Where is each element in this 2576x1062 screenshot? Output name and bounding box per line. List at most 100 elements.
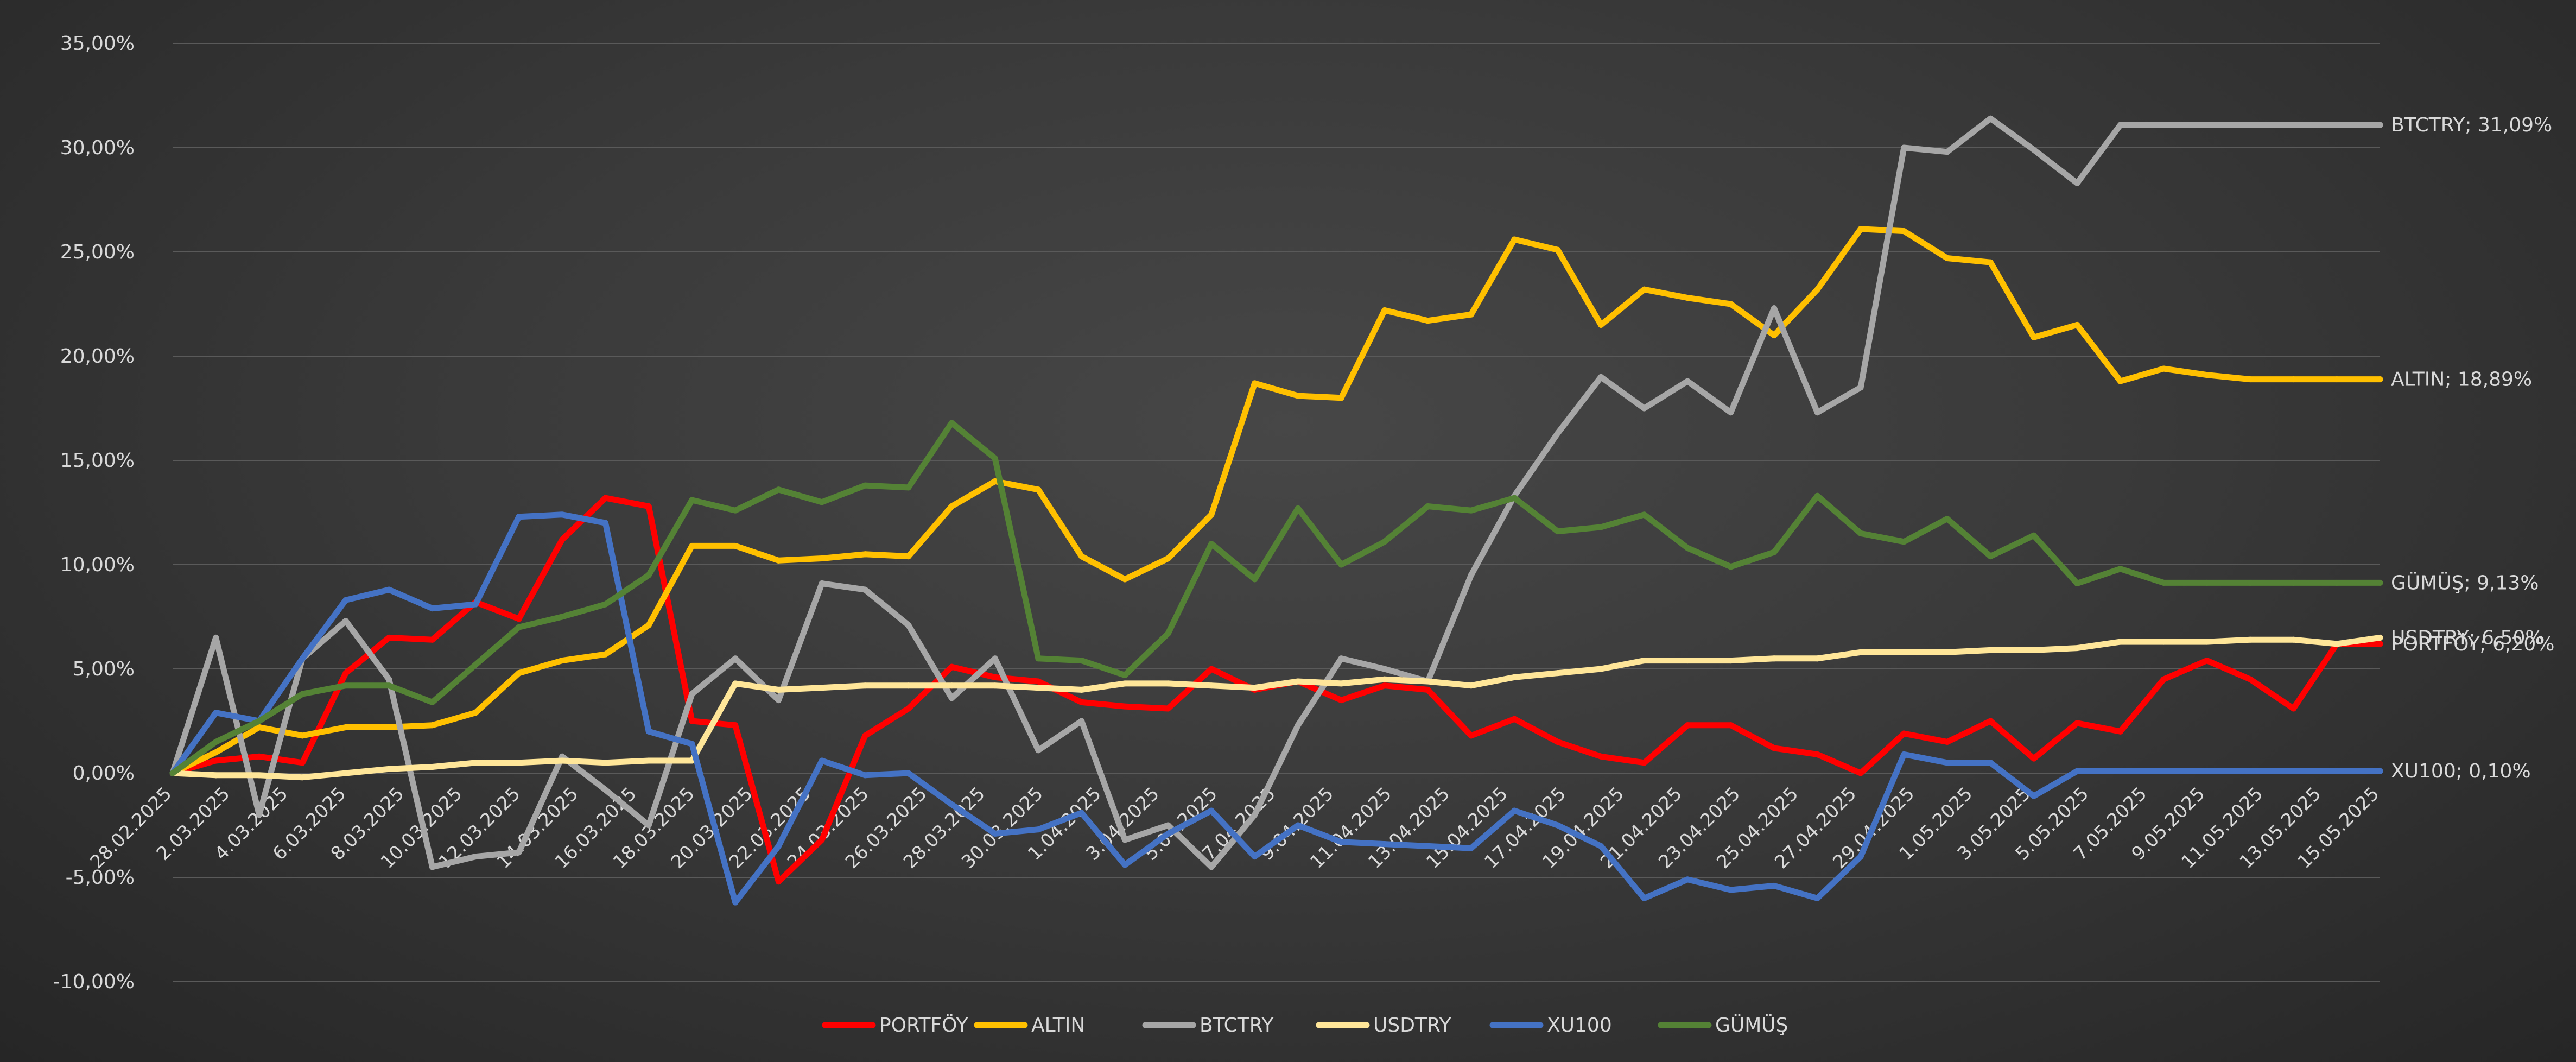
data-point	[1035, 826, 1042, 833]
data-point	[819, 580, 825, 587]
data-point	[1944, 516, 1951, 522]
data-point	[1641, 511, 1647, 518]
data-point	[1121, 862, 1128, 868]
data-point	[386, 682, 392, 689]
legend-label: XU100	[1547, 1014, 1612, 1036]
data-point	[645, 728, 652, 735]
data-point	[2247, 768, 2254, 774]
data-point	[2160, 768, 2167, 774]
data-point	[1987, 259, 1994, 266]
data-point	[2291, 705, 2297, 712]
data-point	[1511, 236, 1518, 243]
data-point	[1468, 845, 1474, 851]
data-point	[1944, 760, 1951, 766]
data-point	[516, 849, 522, 856]
data-point	[732, 542, 739, 549]
data-point	[2291, 768, 2297, 774]
data-point	[429, 864, 435, 870]
data-point	[1121, 576, 1128, 583]
data-point	[1555, 246, 1561, 253]
data-point	[1598, 666, 1604, 672]
y-tick-label: 0,00%	[73, 762, 135, 785]
data-point	[689, 718, 695, 724]
data-point	[602, 760, 608, 766]
data-point	[2204, 579, 2210, 586]
data-point	[1468, 507, 1474, 514]
data-point	[1641, 760, 1647, 766]
data-point	[1771, 882, 1778, 889]
data-point	[1555, 822, 1561, 829]
data-point	[472, 601, 479, 608]
data-point	[819, 685, 825, 691]
data-point	[905, 484, 912, 491]
data-point	[1208, 541, 1215, 547]
data-point	[1511, 495, 1518, 501]
data-point	[1208, 682, 1215, 689]
data-point	[862, 682, 868, 689]
data-point	[2031, 755, 2037, 762]
data-point	[905, 770, 912, 776]
data-point	[1684, 722, 1691, 729]
data-point	[1511, 807, 1518, 814]
data-point	[429, 763, 435, 770]
data-point	[645, 822, 652, 829]
data-point	[1035, 685, 1042, 691]
y-tick-label: 30,00%	[60, 137, 135, 159]
data-point	[732, 899, 739, 906]
data-point	[299, 691, 306, 697]
data-point	[2160, 365, 2167, 372]
data-point	[1208, 511, 1215, 518]
data-point	[2031, 532, 2037, 539]
data-point	[1295, 822, 1301, 829]
data-point	[2204, 658, 2210, 664]
y-axis-ticks: -10,00% -5,00% 0,00% 5,00% 10,00% 15,00% 20,00…	[53, 33, 135, 993]
data-point	[1381, 682, 1388, 689]
series-end-label: XU100; 0,10%	[2391, 760, 2531, 782]
data-point	[299, 655, 306, 662]
legend-label: GÜMÜŞ	[1715, 1014, 1788, 1036]
data-point	[1078, 658, 1085, 664]
data-point	[1295, 722, 1301, 729]
data-point	[559, 658, 566, 664]
data-point	[1771, 549, 1778, 555]
data-point	[559, 536, 566, 543]
data-point	[602, 495, 608, 501]
data-point	[2117, 378, 2124, 384]
data-point	[1381, 666, 1388, 672]
data-point	[1555, 670, 1561, 677]
data-point	[1901, 539, 1907, 545]
data-point	[2377, 768, 2383, 774]
data-point	[689, 741, 695, 747]
data-point	[1771, 332, 1778, 339]
data-point	[2377, 122, 2383, 128]
series-end-label: USDTRY; 6,50%	[2391, 627, 2544, 649]
data-point	[1121, 837, 1128, 843]
data-point	[819, 837, 825, 843]
data-point	[2117, 728, 2124, 735]
series-end-labels: PORTFÖY; 6,20% ALTIN; 18,89% BTCTRY; 31,09…	[2391, 114, 2554, 782]
data-point	[1728, 722, 1734, 729]
data-point	[1425, 678, 1431, 685]
data-point	[2247, 376, 2254, 383]
data-point	[645, 622, 652, 628]
data-point	[1468, 732, 1474, 739]
data-point	[2291, 122, 2297, 128]
data-point	[732, 655, 739, 662]
data-point	[256, 772, 262, 779]
data-point	[2291, 579, 2297, 586]
data-point	[2160, 122, 2167, 128]
data-point	[1468, 572, 1474, 578]
data-point	[1078, 718, 1085, 724]
data-point	[1511, 716, 1518, 722]
series-line-2	[169, 115, 2383, 870]
series-end-label: PORTFÖY; 6,20%	[2391, 633, 2554, 655]
data-point	[1728, 658, 1734, 664]
data-point	[342, 618, 349, 624]
data-point	[2031, 793, 2037, 799]
data-point	[1728, 301, 1734, 307]
data-point	[775, 843, 782, 849]
data-point	[905, 705, 912, 712]
legend-label: BTCTRY	[1200, 1014, 1274, 1036]
data-point	[645, 572, 652, 578]
data-point	[1728, 564, 1734, 570]
